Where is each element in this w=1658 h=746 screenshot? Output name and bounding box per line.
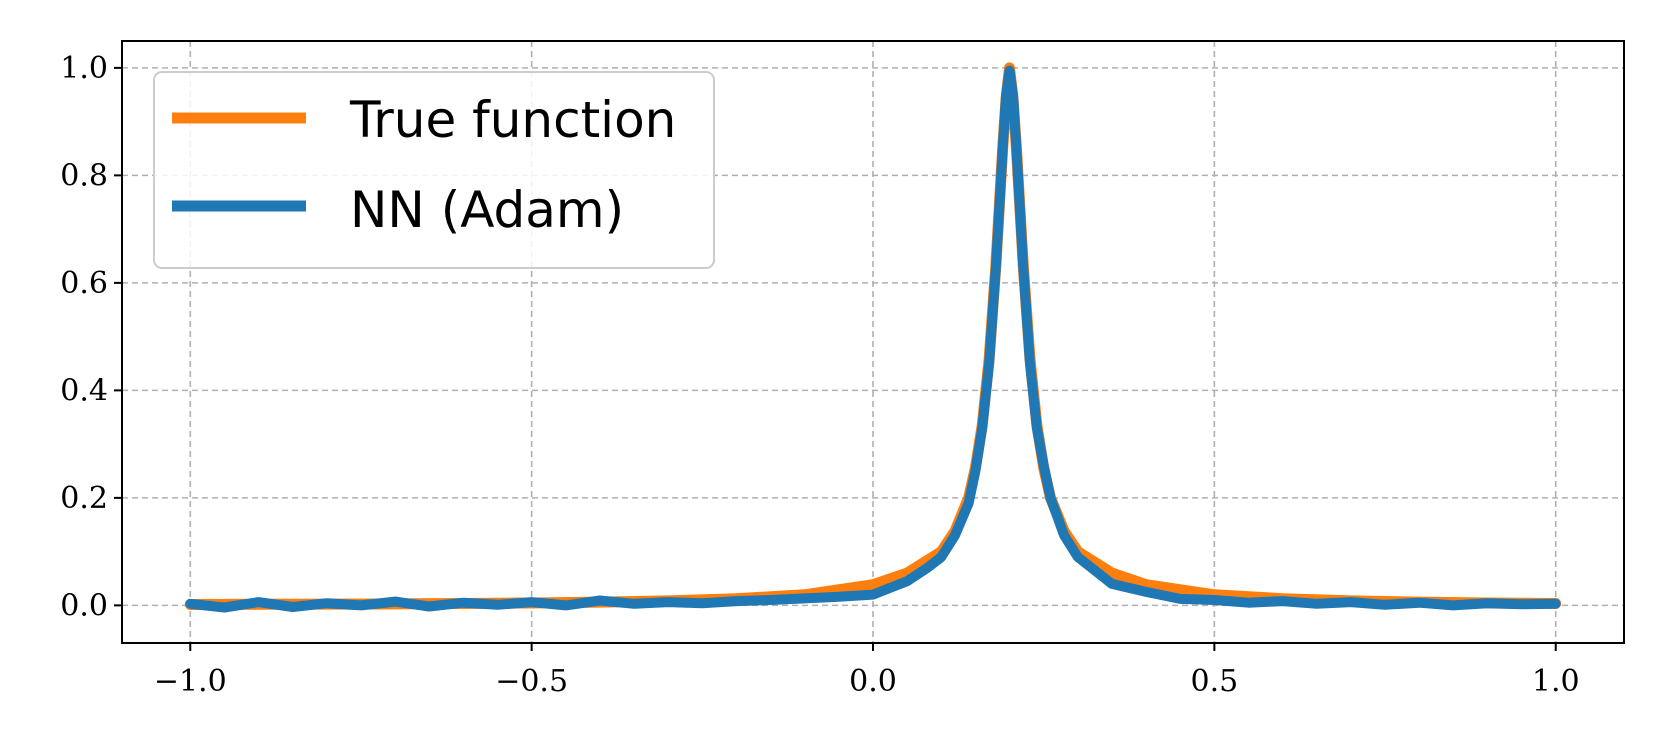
x-tick-label: 1.0 — [1532, 664, 1580, 699]
y-tick-label: 0.6 — [60, 266, 108, 301]
series-layer — [184, 62, 1562, 613]
x-tick-label: −1.0 — [154, 664, 227, 699]
legend-label-true-function: True function — [349, 91, 676, 149]
x-tick-label: 0.0 — [849, 664, 897, 699]
x-tick-label: −0.5 — [495, 664, 568, 699]
legend: True function NN (Adam) — [153, 71, 715, 269]
y-tick-label: 0.2 — [60, 481, 108, 516]
series-line-nn-adam — [185, 65, 1561, 613]
y-tick-label: 0.4 — [60, 373, 108, 408]
y-tick-label: 1.0 — [60, 51, 108, 86]
legend-label-nn-adam: NN (Adam) — [350, 181, 624, 239]
y-tick-label: 0.8 — [60, 158, 108, 193]
axis-ticks: −1.0 −0.5 0.0 0.5 1.0 0.0 0.2 0.4 0.6 0.8 1.0 — [60, 51, 1579, 699]
y-tick-label: 0.0 — [60, 588, 108, 623]
x-tick-label: 0.5 — [1191, 664, 1239, 699]
grid-lines — [122, 41, 1624, 643]
